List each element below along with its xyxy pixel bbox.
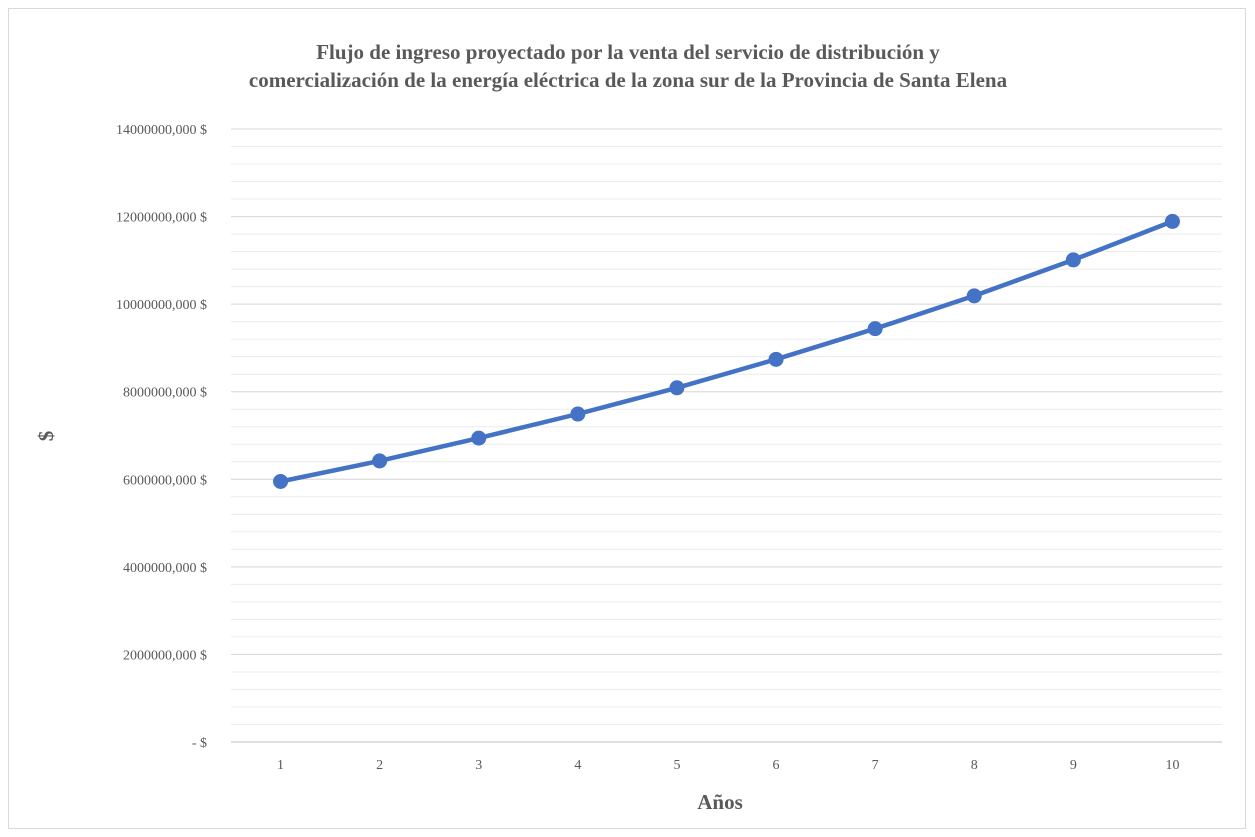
data-point — [1065, 252, 1081, 268]
x-tick-label: 2 — [376, 758, 383, 773]
y-tick-label: 2000000,000 $ — [123, 648, 207, 663]
chart-title-line-1: Flujo de ingreso proyectado por la venta… — [316, 40, 940, 64]
data-point — [768, 351, 784, 367]
x-tick-label: 3 — [475, 758, 482, 773]
chart-title-line-2: comercialización de la energía eléctrica… — [249, 68, 1008, 92]
x-tick-label: 1 — [277, 758, 284, 773]
data-point — [273, 473, 289, 489]
chart-frame: Flujo de ingreso proyectado por la venta… — [8, 8, 1246, 829]
y-tick-label: 12000000,000 $ — [116, 211, 207, 226]
y-tick-label: 6000000,000 $ — [123, 473, 207, 488]
x-tick-label: 8 — [971, 758, 978, 773]
chart-svg: Flujo de ingreso proyectado por la venta… — [34, 40, 1222, 814]
x-axis-title: Años — [697, 790, 743, 814]
data-point — [372, 453, 388, 469]
y-tick-label: 4000000,000 $ — [123, 561, 207, 576]
data-point — [966, 288, 982, 304]
y-tick-label: 10000000,000 $ — [116, 298, 207, 313]
x-tick-label: 10 — [1165, 758, 1179, 773]
grid-layer — [231, 128, 1222, 743]
x-tick-label: 9 — [1070, 758, 1077, 773]
data-point — [669, 380, 685, 396]
data-point — [570, 406, 586, 422]
data-point — [471, 430, 487, 446]
data-point — [1164, 213, 1180, 229]
x-tick-label: 7 — [872, 758, 879, 773]
y-axis-title: $ — [34, 431, 58, 442]
x-tick-label: 5 — [673, 758, 680, 773]
x-tick-label: 6 — [773, 758, 780, 773]
y-tick-labels: - $ 2000000,000 $ 4000000,000 $ 6000000,000… — [116, 123, 207, 751]
y-tick-label: 8000000,000 $ — [123, 386, 207, 401]
series-layer — [273, 213, 1180, 489]
x-tick-labels: 1 2 3 4 5 6 7 8 9 10 — [277, 758, 1179, 773]
y-tick-label: - $ — [192, 736, 207, 751]
data-point — [867, 321, 883, 337]
series-line — [278, 219, 1175, 484]
y-tick-label: 14000000,000 $ — [116, 123, 207, 138]
x-tick-label: 4 — [574, 758, 581, 773]
